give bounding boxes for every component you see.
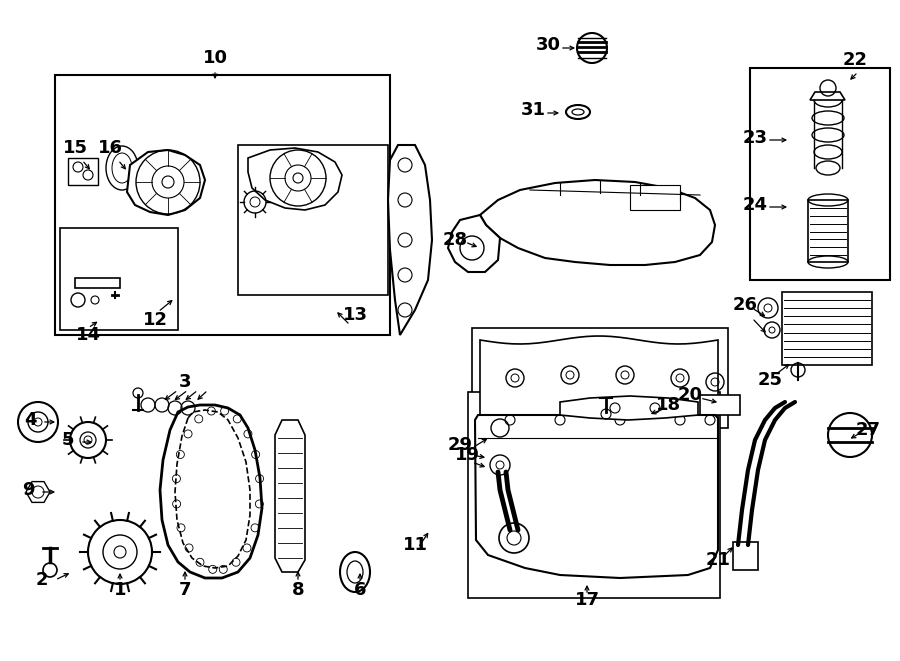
Text: 14: 14 xyxy=(76,326,101,344)
Text: 21: 21 xyxy=(706,551,731,569)
Polygon shape xyxy=(75,278,120,288)
Circle shape xyxy=(577,33,607,63)
Text: 27: 27 xyxy=(856,421,880,439)
Text: 1: 1 xyxy=(113,581,126,599)
Circle shape xyxy=(828,413,872,457)
Text: 28: 28 xyxy=(443,231,468,249)
Polygon shape xyxy=(127,150,205,215)
Polygon shape xyxy=(388,145,432,335)
Bar xyxy=(55,75,390,335)
Polygon shape xyxy=(448,215,500,272)
Text: 7: 7 xyxy=(179,581,191,599)
Text: 6: 6 xyxy=(354,581,366,599)
Bar xyxy=(238,145,388,295)
Text: 2: 2 xyxy=(36,571,49,589)
Bar xyxy=(808,200,848,262)
Text: 3: 3 xyxy=(179,373,191,391)
Bar xyxy=(782,292,872,365)
Bar xyxy=(733,542,758,570)
Polygon shape xyxy=(26,482,50,502)
Polygon shape xyxy=(68,158,98,185)
Text: 16: 16 xyxy=(97,139,122,157)
Polygon shape xyxy=(810,92,845,100)
Bar xyxy=(472,328,728,428)
Text: 30: 30 xyxy=(536,36,561,54)
Polygon shape xyxy=(480,336,718,422)
Bar xyxy=(700,395,740,415)
Text: 4: 4 xyxy=(23,411,36,429)
Text: 5: 5 xyxy=(62,431,74,449)
Polygon shape xyxy=(480,180,715,265)
Text: 24: 24 xyxy=(742,196,768,214)
Text: 17: 17 xyxy=(574,591,599,609)
Text: 22: 22 xyxy=(842,51,868,69)
Bar xyxy=(630,185,680,210)
Polygon shape xyxy=(475,415,718,578)
Polygon shape xyxy=(275,420,305,572)
Text: 18: 18 xyxy=(655,396,680,414)
Text: 29: 29 xyxy=(447,436,473,454)
Bar xyxy=(750,68,890,280)
Text: 20: 20 xyxy=(678,386,703,404)
Text: 8: 8 xyxy=(292,581,304,599)
Text: 19: 19 xyxy=(454,446,480,464)
Text: 23: 23 xyxy=(742,129,768,147)
Bar xyxy=(60,228,178,330)
Text: 31: 31 xyxy=(520,101,545,119)
Text: 9: 9 xyxy=(22,481,34,499)
Text: 11: 11 xyxy=(402,536,428,554)
Polygon shape xyxy=(560,396,698,420)
Text: 13: 13 xyxy=(343,306,367,324)
Text: 15: 15 xyxy=(62,139,87,157)
Text: 26: 26 xyxy=(733,296,758,314)
Text: 10: 10 xyxy=(202,49,228,67)
Text: 25: 25 xyxy=(758,371,782,389)
Bar xyxy=(468,392,720,598)
Text: 12: 12 xyxy=(142,311,167,329)
Polygon shape xyxy=(248,148,342,210)
